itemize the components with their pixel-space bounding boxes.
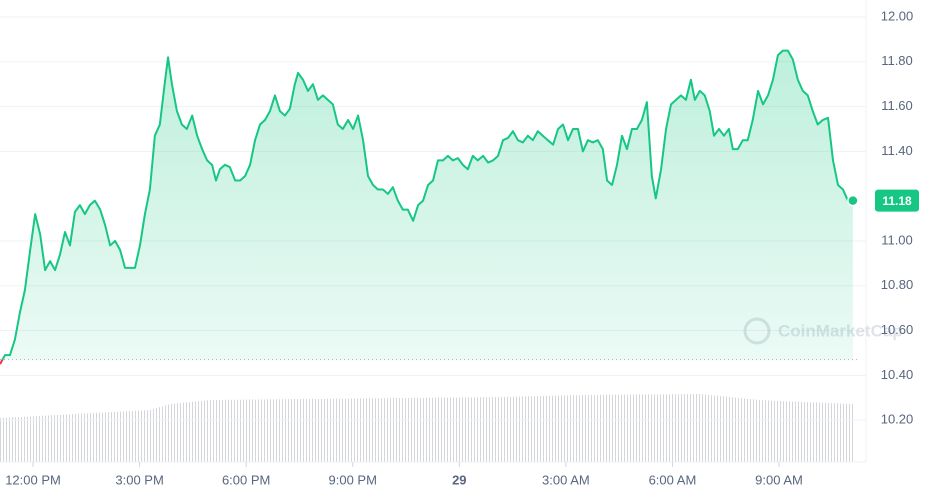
price-line (1, 49, 853, 360)
last-price-label: 11.18 (882, 194, 912, 208)
axes: 12.00 11.80 11.60 11.40 11.00 10.80 10.60 10.40… (5, 8, 919, 487)
y-tick-label: 11.40 (881, 143, 913, 158)
y-tick-label: 11.00 (881, 232, 913, 247)
y-tick-label: 10.40 (881, 367, 914, 382)
x-tick-label: 12:00 PM (5, 472, 61, 487)
x-tick-label: 9:00 AM (755, 472, 803, 487)
y-tick-label: 10.80 (881, 277, 914, 292)
plot (0, 49, 859, 365)
y-tick-label: 10.20 (881, 412, 914, 427)
last-point (847, 194, 859, 207)
x-tick-label: 6:00 AM (649, 472, 697, 487)
x-tick-label: 6:00 PM (222, 472, 270, 487)
y-tick-label: 12.00 (881, 8, 914, 23)
y-tick-label: 11.60 (881, 98, 913, 113)
x-tick-label: 3:00 PM (115, 472, 163, 487)
y-tick-label: 10.60 (881, 322, 914, 337)
x-tick-label: 29 (452, 472, 466, 487)
y-tick-label: 11.80 (881, 53, 913, 68)
x-tick-label: 3:00 AM (542, 472, 590, 487)
price-area (2, 50, 853, 360)
last-price-badge (875, 189, 919, 212)
volume-bars (0, 394, 853, 462)
x-tick-label: 9:00 PM (329, 472, 377, 487)
